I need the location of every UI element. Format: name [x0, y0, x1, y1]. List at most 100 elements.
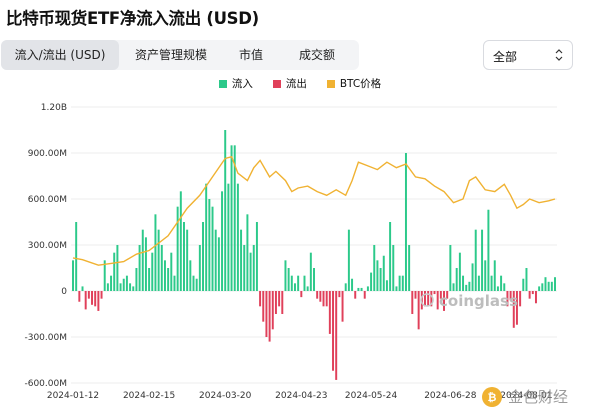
inflow-bar [477, 275, 480, 291]
tab-inflow-outflow[interactable]: 流入/流出 (USD) [1, 40, 119, 70]
y-tick-label: 300.00M [28, 241, 67, 251]
inflow-bar [75, 222, 78, 291]
inflow-bar [214, 229, 217, 291]
y-tick-label: 1.20B [41, 103, 67, 113]
inflow-bar [224, 130, 227, 291]
inflow-bar [198, 245, 201, 291]
legend-item-outflow[interactable]: 流出 [272, 76, 307, 91]
inflow-bar [217, 237, 220, 291]
legend-item-btc-price[interactable]: BTC价格 [326, 76, 381, 91]
inflow-bar [373, 245, 376, 291]
y-tick-label: -300.00M [24, 333, 67, 343]
legend-swatch-outflow [272, 79, 281, 88]
outflow-bar [354, 291, 357, 299]
inflow-bar [484, 260, 487, 291]
outflow-bar [322, 291, 325, 307]
legend-label-outflow: 流出 [285, 78, 307, 90]
inflow-bar [154, 214, 157, 291]
outflow-bar [439, 291, 442, 299]
inflow-bar [233, 145, 236, 291]
outflow-bar [325, 291, 328, 307]
inflow-bar [344, 283, 347, 291]
inflow-bar [297, 275, 300, 291]
x-tick-label: 2024-03-20 [199, 391, 252, 401]
legend-item-inflow[interactable]: 流入 [218, 76, 253, 91]
badge-text: 金色财经 [508, 388, 568, 406]
outflow-bar [259, 291, 262, 307]
page-title: 比特币现货ETF净流入流出 (USD) [6, 9, 259, 28]
inflow-bar [157, 229, 160, 291]
inflow-bar [236, 183, 239, 291]
inflow-bar [465, 284, 468, 291]
outflow-bar [534, 291, 537, 304]
outflow-bar [319, 291, 322, 302]
outflow-bar [512, 291, 515, 328]
outflow-bar [430, 291, 433, 307]
tab-aum[interactable]: 资产管理规模 [134, 48, 207, 62]
inflow-bar [176, 206, 179, 291]
inflow-bar [144, 237, 147, 291]
inflow-bar [205, 183, 208, 291]
outflow-bar [411, 291, 414, 314]
inflow-bar [173, 275, 176, 291]
outflow-bar [338, 291, 341, 298]
inflow-bar [541, 283, 544, 291]
jinse-badge: ₿ 金色财经 [482, 387, 568, 407]
inflow-bar [167, 268, 170, 291]
inflow-bar [490, 275, 493, 291]
inflow-bar [141, 229, 144, 291]
coinglass-watermark: coinglass [420, 292, 518, 310]
inflow-bar [493, 260, 496, 291]
inflow-bar [211, 206, 214, 291]
inflow-bar [135, 268, 138, 291]
outflow-bar [436, 291, 439, 310]
inflow-bar [103, 260, 106, 291]
inflow-bar [360, 287, 363, 291]
inflow-bar [408, 245, 411, 291]
inflow-bar [547, 281, 550, 291]
outflow-bar [335, 291, 338, 380]
inflow-bar [249, 252, 252, 291]
inflow-bar [106, 283, 109, 291]
outflow-bar [519, 291, 522, 307]
inflow-bar [284, 260, 287, 291]
inflow-bar [389, 222, 392, 291]
inflow-bar [110, 275, 113, 291]
inflow-bar [246, 214, 249, 291]
inflow-bar [309, 252, 312, 291]
coinglass-logo-icon [420, 293, 434, 307]
inflow-bar [293, 283, 296, 291]
inflow-bar [496, 286, 499, 291]
x-tick-label: 2024-02-15 [123, 391, 175, 401]
inflow-bar [192, 275, 195, 291]
inflow-bar [306, 286, 309, 291]
inflow-bar [240, 229, 243, 291]
outflow-bar [84, 291, 87, 310]
outflow-bar [78, 291, 81, 302]
inflow-bar [179, 191, 182, 291]
tab-market-cap[interactable]: 市值 [238, 48, 263, 62]
outflow-bar [446, 291, 449, 299]
inflow-bar [138, 245, 141, 291]
inflow-bar [170, 252, 173, 291]
fund-filter-select[interactable]: 全部 [483, 40, 573, 70]
inflow-bar [471, 263, 474, 291]
chart-gridlines [71, 106, 557, 384]
outflow-bar [265, 291, 268, 337]
inflow-bar [544, 277, 547, 291]
x-axis: 2024-01-12 2024-02-15 2024-03-20 2024-04-23… [47, 391, 553, 401]
inflow-bar [392, 245, 395, 291]
inflow-bar [287, 268, 290, 291]
inflow-bar [129, 283, 132, 291]
inflow-bar [227, 183, 230, 291]
inflow-bar [119, 283, 122, 291]
inflow-bar [452, 283, 455, 291]
outflow-bar [443, 291, 445, 311]
x-tick-label: 2024-08-01 [500, 391, 552, 401]
y-tick-label: 900.00M [28, 149, 67, 159]
outflow-bar [97, 291, 100, 311]
tab-volume[interactable]: 成交额 [298, 48, 335, 62]
inflow-bar [462, 275, 465, 291]
x-tick-label: 2024-06-28 [424, 391, 477, 401]
outflow-bar [363, 291, 366, 299]
